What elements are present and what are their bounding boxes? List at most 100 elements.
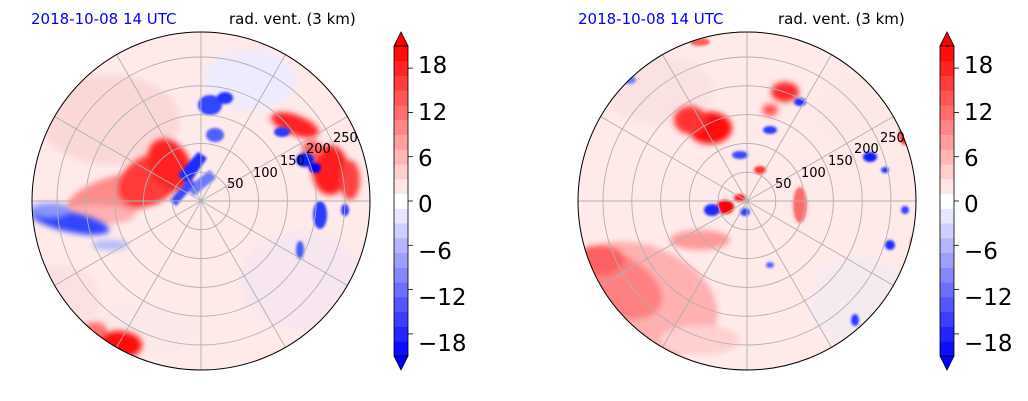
colorbar-segment xyxy=(394,75,408,91)
colorbar-extend-max xyxy=(939,31,955,47)
colorbar-segment xyxy=(940,178,954,195)
angular-grid-line xyxy=(746,200,894,286)
colorbar-segment xyxy=(394,60,408,76)
colorbar-segment xyxy=(940,326,954,342)
angular-grid-line xyxy=(54,200,202,286)
colorbar-tick-6: 6 xyxy=(418,146,433,172)
angular-grid-line xyxy=(200,54,286,202)
colorbar-tick-m18: −18 xyxy=(418,331,467,357)
colorbar-segment xyxy=(940,296,954,313)
polar-plot-left: 50 100 150 200 250 xyxy=(31,31,371,371)
colorbar-segment xyxy=(394,237,408,254)
panel-right: 2018-10-08 14 UTC rad. vent. (3 km) xyxy=(577,10,1013,371)
colorbar-right-labels: 18 12 6 0 −6 −12 −18 xyxy=(964,53,1013,357)
colorbar-segment xyxy=(394,105,408,121)
angular-grid-line xyxy=(116,54,202,202)
ring-label-250: 250 xyxy=(333,131,358,146)
polar-plot-right: 50 100 150 200 250 xyxy=(577,31,917,371)
colorbar-segment xyxy=(940,252,954,268)
colorbar-segment xyxy=(394,326,408,342)
colorbar-segment xyxy=(940,119,954,135)
ring-label-50: 50 xyxy=(775,177,792,192)
colorbar-segment xyxy=(394,193,408,209)
ring-label-100: 100 xyxy=(801,166,826,181)
angular-grid-line xyxy=(600,116,748,202)
colorbar-segment xyxy=(394,252,408,268)
angular-grid-line xyxy=(600,200,748,286)
ring-label-250: 250 xyxy=(880,131,905,146)
colorbar-segment xyxy=(940,75,954,91)
colorbar-segment xyxy=(940,341,954,357)
colorbar-segment xyxy=(394,311,408,327)
colorbar-segment xyxy=(394,341,408,357)
angular-grid-line xyxy=(200,200,286,348)
colorbar-tick-18: 18 xyxy=(418,53,447,79)
panel-left-title-left: 2018-10-08 14 UTC xyxy=(31,10,177,28)
panel-right-title-left: 2018-10-08 14 UTC xyxy=(578,10,724,28)
colorbar-segment xyxy=(394,208,408,224)
colorbar-extend-max xyxy=(393,31,409,47)
colorbar-tick-m18: −18 xyxy=(964,331,1013,357)
angular-grid-line xyxy=(200,116,348,202)
angular-grid-line xyxy=(200,200,348,286)
colorbar-tick-0: 0 xyxy=(964,192,979,218)
colorbar-segment xyxy=(940,311,954,327)
angular-grid-line xyxy=(746,116,894,202)
angular-grid-line xyxy=(662,54,748,202)
panel-left: 2018-10-08 14 UTC rad. vent. (3 km) xyxy=(31,10,467,371)
colorbar-segment xyxy=(394,164,408,180)
ring-label-50: 50 xyxy=(227,177,244,192)
colorbar-segment xyxy=(940,267,954,283)
angular-grid-line xyxy=(662,200,748,348)
angular-grid-line xyxy=(54,116,202,202)
colorbar-tick-12: 12 xyxy=(418,100,447,126)
colorbar-segment xyxy=(394,178,408,195)
colorbar-segment xyxy=(394,267,408,283)
colorbar-segment xyxy=(394,90,408,106)
colorbar-segment xyxy=(394,296,408,313)
colorbar-segment xyxy=(940,237,954,254)
ring-label-200: 200 xyxy=(306,142,331,157)
colorbar-tick-0: 0 xyxy=(418,192,433,218)
polar-frame xyxy=(31,31,371,371)
colorbar-segment xyxy=(394,134,408,150)
panel-right-title-right: rad. vent. (3 km) xyxy=(778,10,905,28)
angular-grid-line xyxy=(746,200,832,348)
ring-label-100: 100 xyxy=(253,166,278,181)
colorbar-tick-m12: −12 xyxy=(964,285,1013,311)
angular-grid-line xyxy=(746,54,832,202)
colorbar-segment xyxy=(940,105,954,121)
colorbar-segment xyxy=(940,282,954,298)
angular-grid xyxy=(32,32,370,370)
polar-frame xyxy=(577,31,917,371)
colorbar-extend-min xyxy=(393,355,409,371)
colorbar-segment xyxy=(940,134,954,150)
colorbar-segment xyxy=(394,149,408,165)
ring-label-200: 200 xyxy=(854,142,879,157)
colorbar-tick-m12: −12 xyxy=(418,285,467,311)
colorbar-right xyxy=(939,31,959,371)
colorbar-segment xyxy=(394,119,408,135)
angular-grid-line xyxy=(116,200,202,348)
colorbar-segment xyxy=(940,46,954,62)
colorbar-segment xyxy=(940,193,954,209)
colorbar-segment xyxy=(394,282,408,298)
colorbar-tick-18: 18 xyxy=(964,53,993,79)
colorbar-left-labels: 18 12 6 0 −6 −12 −18 xyxy=(418,53,467,357)
colorbar-segment xyxy=(940,164,954,180)
panel-left-title-right: rad. vent. (3 km) xyxy=(229,10,356,28)
colorbar-segment xyxy=(940,60,954,76)
ring-label-150: 150 xyxy=(280,154,305,169)
colorbar-segment xyxy=(394,223,408,239)
colorbar-segment xyxy=(940,223,954,239)
colorbar-segment xyxy=(394,46,408,62)
colorbar-segment xyxy=(940,208,954,224)
colorbar-tick-12: 12 xyxy=(964,100,993,126)
colorbar-extend-min xyxy=(939,355,955,371)
colorbar-tick-6: 6 xyxy=(964,146,979,172)
colorbar-segment xyxy=(940,90,954,106)
colorbar-segment xyxy=(940,149,954,165)
angular-grid xyxy=(578,32,916,370)
colorbar-tick-m6: −6 xyxy=(964,239,998,265)
